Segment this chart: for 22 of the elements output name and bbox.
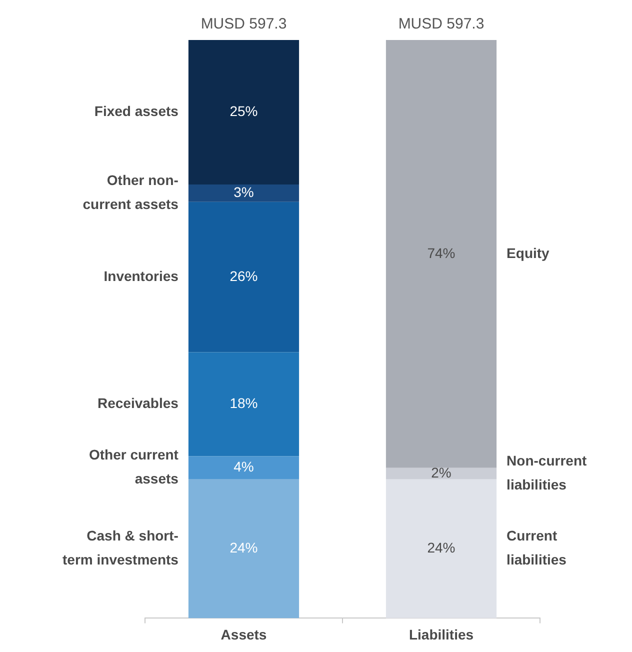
data-label: 74%: [427, 244, 456, 261]
data-label: 2%: [431, 464, 452, 481]
series-label: Current liabilities: [506, 528, 567, 568]
series-label: Equity: [506, 244, 550, 261]
data-label: 25%: [230, 103, 258, 120]
total-label: MUSD 597.3: [398, 16, 484, 33]
data-label: 24%: [230, 540, 258, 556]
series-label: Fixed assets: [94, 103, 179, 120]
data-label: 18%: [230, 395, 258, 412]
data-label: 4%: [234, 458, 254, 475]
series-label: Receivables: [97, 395, 179, 412]
series-label: Other non-current assets: [82, 172, 179, 212]
series-label: Other current assets: [88, 446, 179, 487]
series-label: Non-current liabilities: [506, 452, 587, 493]
series-label: Cash & short-term investments: [62, 528, 179, 568]
x-tick-label: Assets: [220, 626, 267, 642]
data-label: 3%: [234, 184, 254, 200]
series-label: Inventories: [104, 268, 179, 284]
x-tick-label: Liabilities: [408, 626, 474, 642]
data-label: 26%: [230, 268, 258, 284]
total-label: MUSD 597.3: [200, 16, 287, 33]
data-label: 24%: [427, 540, 456, 556]
